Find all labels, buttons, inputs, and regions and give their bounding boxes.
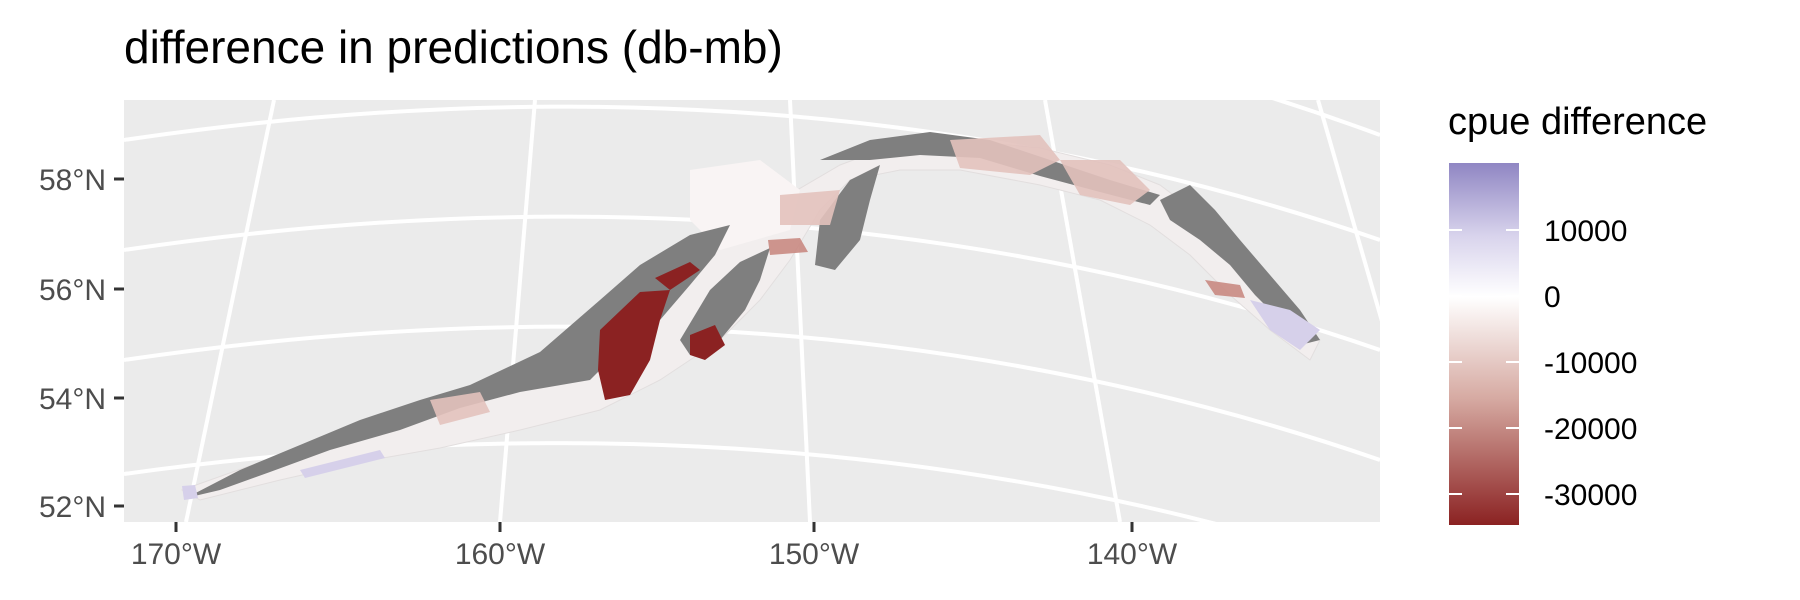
lat-tick-label: 58°N — [39, 164, 106, 197]
y-axis-ticks — [114, 177, 124, 508]
legend-label: 0 — [1544, 281, 1561, 314]
legend-label: -20000 — [1544, 413, 1637, 446]
lon-tick-label: 140°W — [1087, 538, 1178, 571]
mainland-coast — [820, 132, 1160, 205]
moderate-negative-patches — [768, 238, 1245, 298]
land-masses — [186, 132, 1320, 498]
light-negative-patches — [430, 135, 1150, 425]
kodiak-island — [680, 248, 770, 355]
legend-colorbar — [1449, 163, 1519, 525]
legend-label: -30000 — [1544, 479, 1637, 512]
southeast-alaska — [1160, 185, 1320, 345]
legend-label: 10000 — [1544, 215, 1627, 248]
chart-title: difference in predictions (db-mb) — [124, 21, 783, 73]
alaska-peninsula — [186, 225, 730, 498]
legend-label: -10000 — [1544, 347, 1637, 380]
legend-ticks — [1449, 229, 1519, 495]
lat-tick-label: 52°N — [39, 491, 106, 524]
kenai-peninsula — [815, 165, 880, 270]
positive-difference-patches — [182, 300, 1320, 500]
lat-tick-label: 56°N — [39, 274, 106, 307]
lon-tick-label: 170°W — [131, 538, 222, 571]
lon-tick-label: 160°W — [455, 538, 546, 571]
negative-difference-patches — [598, 262, 725, 400]
lat-tick-label: 54°N — [39, 383, 106, 416]
x-axis-ticks — [174, 522, 1134, 532]
shelf-upper — [690, 160, 800, 250]
legend-title: cpue difference — [1448, 101, 1707, 143]
lon-tick-label: 150°W — [769, 538, 860, 571]
